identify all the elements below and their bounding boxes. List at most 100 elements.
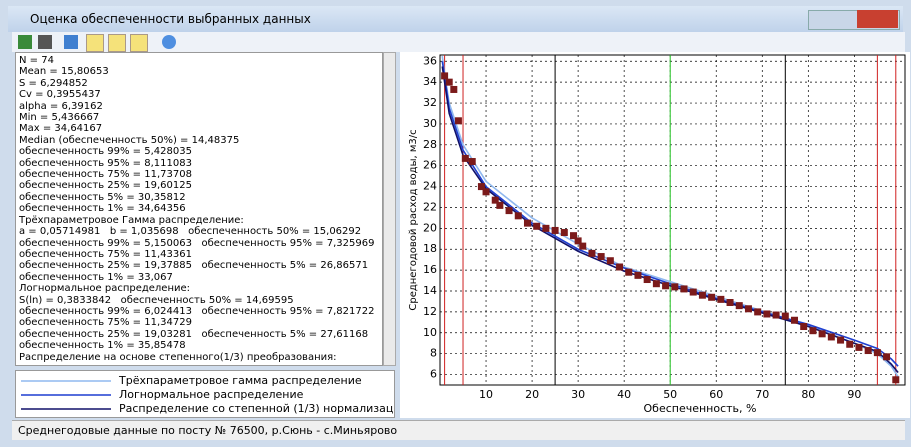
title-bar [8,6,903,32]
x-axis-label: Обеспеченность, % [644,402,757,415]
stats-line: обеспеченность 5% = 30,35812 [19,191,186,203]
data-point [505,207,513,215]
data-point [597,253,605,261]
status-bar: Среднегодовые данные по посту № 76500, р… [12,420,905,440]
save-button[interactable] [38,35,52,49]
power-button[interactable] [162,35,176,49]
stats-line: Распределение на основе степенного(1/3) … [19,351,337,363]
data-point [892,376,900,384]
data-point [468,158,476,166]
data-point [523,219,531,227]
stats-line: обеспеченность 25% = 19,03281 обеспеченн… [19,328,369,340]
data-point [533,222,541,230]
legend-label: Логнормальное распределение [119,388,304,401]
data-point [754,308,762,316]
data-point [454,117,462,125]
y-tick-label: 18 [423,242,437,255]
legend-label: Распределение со степенной (1/3) нормали… [119,402,395,415]
data-point [496,201,504,209]
x-tick-label: 40 [617,388,631,401]
y-tick-label: 20 [423,221,437,234]
y-tick-label: 28 [423,138,437,151]
data-point [772,311,780,319]
toolbar [12,32,905,52]
data-point [883,353,891,361]
filter-button[interactable] [130,34,148,52]
scrollbar[interactable] [383,52,396,366]
y-tick-label: 30 [423,117,437,130]
data-point [837,336,845,344]
x-tick-label: 50 [663,388,677,401]
y-tick-label: 22 [423,200,437,213]
data-point [855,343,863,351]
data-point [873,349,881,357]
stats-line: обеспеченность 75% = 11,34729 [19,317,192,329]
x-tick-label: 30 [571,388,585,401]
y-tick-label: 14 [423,284,437,297]
stats-line: Min = 5,436667 [19,112,100,124]
export-button[interactable] [18,35,32,49]
stats-text: N = 74 Mean = 15,80653 S = 6,294852 Cv = 0,… [15,52,383,366]
data-point [717,295,725,303]
y-tick-label: 24 [423,180,437,193]
data-point [551,226,559,234]
data-point [781,312,789,320]
data-point [763,310,771,318]
stats-line: Трёхпараметровое Гамма распределение: [19,214,244,226]
plot-area [439,54,906,386]
y-tick-label: 10 [423,326,437,339]
data-point [445,78,453,86]
stats-line: N = 74 [19,55,54,66]
refresh-button[interactable] [64,35,78,49]
y-tick-label: 36 [423,54,437,67]
data-point [791,316,799,324]
data-point [514,212,522,220]
stats-line: alpha = 6,39162 [19,100,103,112]
stats-line: Логнормальное распределение: [19,283,191,295]
window-title: Оценка обеспеченности выбранных данных [30,12,311,26]
x-tick-label: 80 [801,388,815,401]
data-point [818,330,826,338]
stats-line: Median (обеспеченность 50%) = 14,48375 [19,134,240,146]
x-tick-label: 90 [847,388,861,401]
x-tick-label: 70 [755,388,769,401]
data-point [606,257,614,265]
stats-line: S(ln) = 0,3833842 обеспеченность 50% = 1… [19,294,294,306]
filter-button[interactable] [108,34,126,52]
data-point [827,333,835,341]
x-tick-label: 60 [709,388,723,401]
stats-line: обеспеченность 75% = 11,73708 [19,169,192,181]
data-point [542,224,550,232]
data-point [698,291,706,299]
data-point [450,85,458,93]
data-point [846,340,854,348]
x-tick-label: 10 [479,388,493,401]
stats-line: Mean = 15,80653 [19,66,109,78]
data-point [625,268,633,276]
data-point [477,183,485,191]
stats-line: обеспеченность 99% = 5,150063 обеспеченн… [19,237,375,249]
data-point [864,347,872,355]
data-point [491,196,499,204]
y-tick-label: 16 [423,263,437,276]
y-tick-label: 26 [423,159,437,172]
stats-line: Max = 34,64167 [19,123,103,135]
stats-line: обеспеченность 25% = 19,60125 [19,180,192,192]
stats-line: обеспеченность 99% = 5,428035 [19,146,192,158]
data-point [588,249,596,257]
series-line [441,61,899,367]
data-point [579,242,587,250]
filter-button[interactable] [86,34,104,52]
data-point [735,302,743,310]
data-point [616,263,624,271]
data-point [744,305,752,313]
data-point [689,288,697,296]
data-point [800,323,808,331]
data-point [726,299,734,306]
y-tick-label: 32 [423,96,437,109]
data-point [461,154,469,162]
data-point [662,282,670,290]
data-point [634,271,642,279]
stats-line: обеспеченность 1% = 35,85478 [19,340,186,352]
close-button[interactable] [857,10,898,28]
